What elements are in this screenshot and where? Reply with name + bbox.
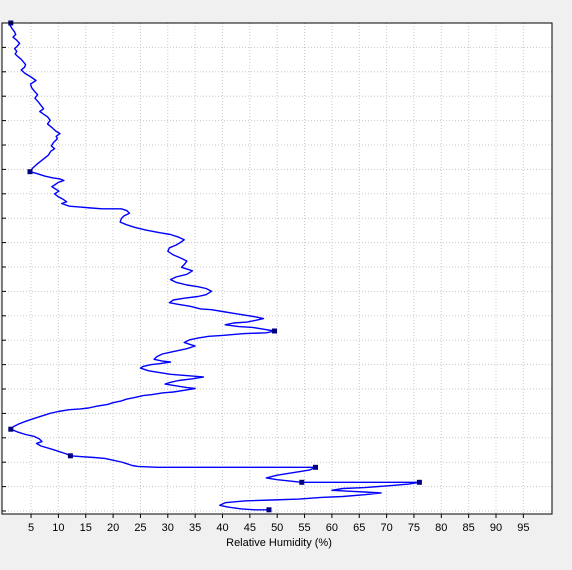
humidity-series-line bbox=[9, 22, 421, 511]
x-tick-label: 40 bbox=[216, 522, 228, 534]
data-point-marker bbox=[266, 507, 272, 513]
series-group bbox=[9, 22, 421, 511]
x-axis-ticks: 5 10 15 20 25 30 35 40 45 50 55 60 65 70 75 80 85 90 95 bbox=[2, 46, 529, 534]
x-tick-label: 65 bbox=[353, 522, 365, 534]
data-point-marker bbox=[299, 479, 305, 485]
x-tick-label: 15 bbox=[80, 522, 92, 534]
x-tick-label: 35 bbox=[189, 522, 201, 534]
x-tick-label: 85 bbox=[463, 522, 475, 534]
x-tick-label: 5 bbox=[28, 522, 34, 534]
x-tick-label: 90 bbox=[490, 522, 502, 534]
data-point-marker bbox=[8, 426, 14, 432]
data-point-marker bbox=[27, 169, 33, 175]
x-tick-label: 45 bbox=[244, 522, 256, 534]
x-tick-label: 55 bbox=[298, 522, 310, 534]
data-point-marker bbox=[67, 453, 73, 459]
x-axis-label: Relative Humidity (%) bbox=[226, 537, 332, 549]
data-point-marker bbox=[272, 328, 277, 334]
x-tick-label: 95 bbox=[517, 522, 529, 534]
x-tick-label: 30 bbox=[162, 522, 174, 534]
grid-lines bbox=[2, 23, 552, 514]
x-tick-label: 75 bbox=[408, 522, 420, 534]
x-tick-label: 60 bbox=[326, 522, 338, 534]
x-tick-label: 25 bbox=[134, 522, 146, 534]
x-tick-label: 10 bbox=[52, 522, 64, 534]
x-tick-label: 50 bbox=[271, 522, 283, 534]
x-tick-label: 70 bbox=[380, 522, 392, 534]
x-tick-label: 80 bbox=[435, 522, 447, 534]
data-point-marker bbox=[313, 464, 318, 470]
data-point-marker bbox=[416, 479, 422, 485]
x-tick-label: 20 bbox=[107, 522, 119, 534]
